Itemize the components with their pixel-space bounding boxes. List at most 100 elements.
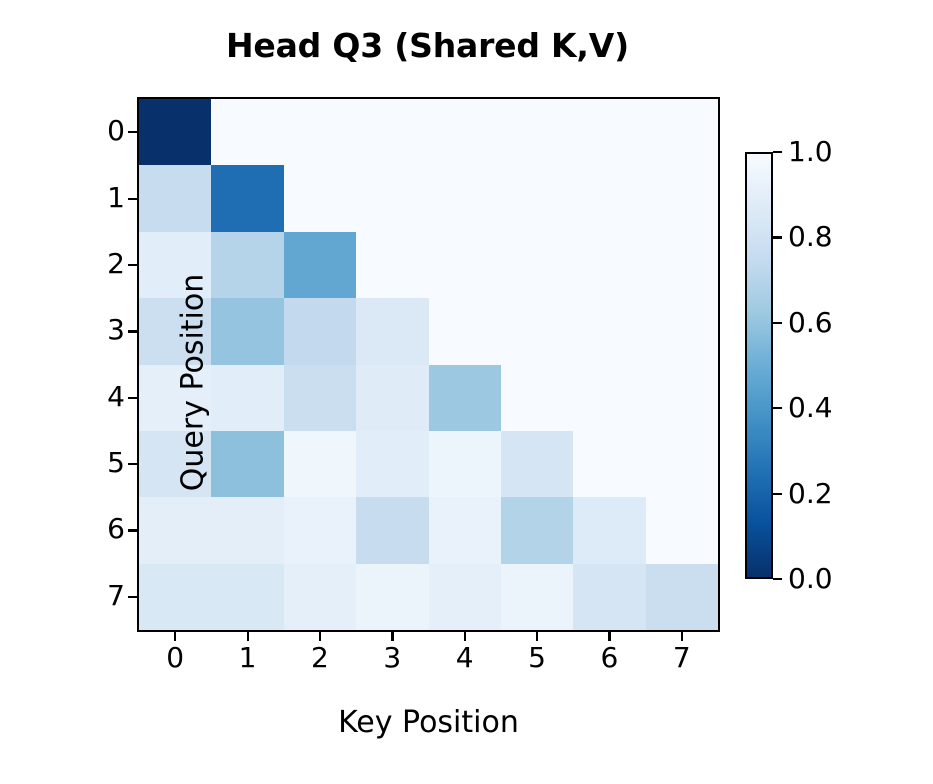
y-axis-label: Query Position — [175, 273, 211, 492]
heatmap-cell — [139, 231, 212, 299]
heatmap-cell — [428, 231, 501, 299]
colorbar-tick-label: 1.0 — [788, 135, 833, 168]
heatmap-cell — [645, 99, 718, 166]
x-tick-label: 6 — [600, 641, 619, 674]
heatmap-cell — [139, 563, 212, 630]
colorbar-tick-label: 0.8 — [788, 220, 833, 254]
y-tick-mark — [128, 263, 137, 267]
heatmap-grid — [139, 99, 718, 630]
heatmap-cell — [645, 298, 718, 365]
heatmap-cell — [356, 364, 429, 431]
y-tick-mark — [128, 330, 137, 333]
heatmap-cell — [500, 231, 574, 299]
x-tick-label: 2 — [311, 641, 329, 674]
heatmap-cell — [645, 364, 718, 431]
x-tick-label: 7 — [672, 641, 691, 674]
colorbar-tick-mark — [773, 236, 782, 239]
heatmap-cell — [283, 497, 357, 564]
x-tick-label: 0 — [166, 641, 185, 674]
x-tick-label: 3 — [383, 641, 402, 674]
heatmap-cell — [139, 430, 212, 498]
heatmap-cell — [500, 563, 574, 630]
x-tick-mark — [536, 632, 539, 641]
heatmap-cell — [356, 497, 429, 564]
x-tick-label: 4 — [455, 641, 474, 674]
colorbar-tick-label: 0.2 — [788, 476, 833, 510]
heatmap-cell — [573, 563, 646, 630]
heatmap-cell — [573, 298, 646, 365]
colorbar-gradient — [745, 152, 773, 579]
heatmap-cell — [645, 563, 718, 630]
x-tick-label: 1 — [238, 641, 257, 674]
x-tick-mark — [608, 632, 611, 641]
heatmap-cell — [573, 165, 646, 232]
x-axis-label: Key Position — [338, 705, 519, 740]
heatmap-cell — [211, 231, 284, 299]
y-tick-label: 6 — [107, 512, 125, 546]
colorbar-tick-mark — [773, 492, 782, 495]
colorbar-tick-mark — [773, 407, 782, 410]
heatmap-cell — [428, 165, 501, 232]
heatmap-cell — [283, 364, 357, 431]
x-tick-mark — [391, 632, 394, 641]
colorbar-tick-mark — [773, 151, 782, 154]
heatmap-cell — [500, 430, 574, 498]
y-tick-label: 2 — [107, 246, 125, 280]
y-tick-mark — [128, 595, 137, 598]
chart-title: Head Q3 (Shared K,V) — [226, 26, 629, 65]
heatmap-cell — [573, 99, 646, 166]
heatmap-cell — [139, 298, 212, 365]
heatmap-cell — [139, 99, 212, 166]
heatmap-cell — [211, 364, 284, 431]
heatmap-cell — [211, 298, 284, 365]
heatmap-cell — [211, 497, 284, 564]
colorbar-tick-mark — [773, 578, 782, 581]
heatmap-cell — [283, 563, 357, 630]
heatmap-cell — [573, 430, 646, 498]
heatmap-cell — [645, 165, 718, 232]
y-tick-mark — [128, 463, 137, 466]
heatmap-cell — [573, 231, 646, 299]
colorbar-tick-label: 0.6 — [788, 305, 833, 339]
heatmap-cell — [211, 165, 284, 232]
heatmap-cell — [500, 497, 574, 564]
heatmap-cell — [356, 298, 429, 365]
y-tick-label: 5 — [107, 446, 125, 480]
heatmap-cell — [356, 563, 429, 630]
heatmap-cell — [139, 497, 212, 564]
x-tick-mark — [174, 632, 177, 641]
y-tick-mark — [128, 529, 137, 532]
heatmap-cell — [356, 165, 429, 232]
heatmap-cell — [645, 231, 718, 299]
heatmap-cell — [211, 430, 284, 498]
heatmap-cell — [139, 364, 212, 431]
heatmap-cell — [428, 298, 501, 365]
heatmap-cell — [500, 99, 574, 166]
heatmap-cell — [428, 99, 501, 166]
y-tick-label: 7 — [107, 578, 125, 612]
heatmap-cell — [645, 497, 718, 564]
colorbar-tick-label: 0.0 — [788, 562, 833, 595]
heatmap-cell — [573, 497, 646, 564]
heatmap-cell — [428, 364, 501, 431]
x-tick-label: 5 — [528, 641, 546, 674]
heatmap-cell — [211, 563, 284, 630]
heatmap-axes: Query Position 0 1 2 3 4 5 6 7 0 1 2 3 4 5 6 7 Key Pos… — [107, 97, 720, 740]
y-tick-label: 0 — [107, 114, 125, 148]
heatmap-cell — [139, 165, 212, 232]
heatmap-cell — [283, 99, 357, 166]
heatmap-cell — [500, 298, 574, 365]
colorbar-tick-label: 0.4 — [788, 391, 833, 425]
y-tick-mark — [128, 131, 137, 134]
heatmap-cell — [428, 563, 501, 630]
heatmap-cell — [428, 497, 501, 564]
heatmap-cell — [283, 298, 357, 365]
heatmap-cell — [645, 430, 718, 498]
heatmap-cell — [356, 231, 429, 299]
heatmap-cell — [573, 364, 646, 431]
x-tick-mark — [246, 632, 249, 641]
colorbar: 0.0 0.2 0.4 0.6 0.8 1.0 — [745, 138, 833, 593]
heatmap-cell — [500, 165, 574, 232]
y-tick-label: 1 — [107, 180, 125, 214]
